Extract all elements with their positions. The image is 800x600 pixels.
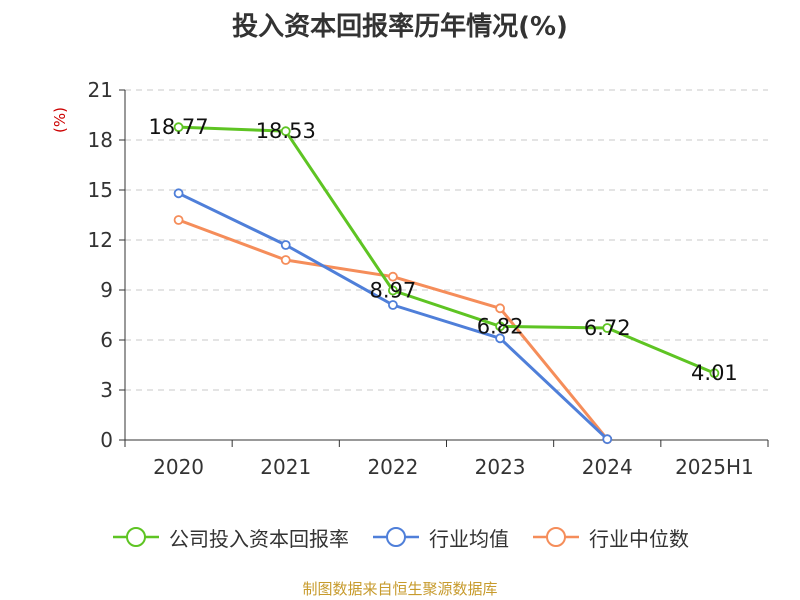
data-point <box>495 321 505 332</box>
legend-item-industry-median[interactable]: 行业中位数 <box>531 523 689 552</box>
data-point <box>280 126 291 137</box>
data-point <box>388 285 398 296</box>
legend: 公司投入资本回报率 行业均值 行业中位数 <box>0 520 800 554</box>
legend-label-industry-avg: 行业均值 <box>429 526 509 551</box>
data-label: 18.53 <box>256 119 316 143</box>
y-tick-label: 15 <box>88 178 113 202</box>
data-point <box>495 333 505 344</box>
data-point <box>280 255 291 265</box>
data-label: 6.82 <box>477 314 524 338</box>
legend-label-company: 公司投入资本回报率 <box>169 526 349 551</box>
y-tick-label: 0 <box>100 428 113 452</box>
data-point <box>495 303 505 314</box>
data-point <box>388 300 398 310</box>
data-label: 8.97 <box>370 279 417 303</box>
legend-marker-industry-median-icon <box>533 527 579 547</box>
legend-item-industry-avg[interactable]: 行业均值 <box>371 523 509 552</box>
y-tick-label: 21 <box>88 78 113 102</box>
data-point <box>602 323 613 333</box>
source-note: 制图数据来自恒生聚源数据库 <box>302 580 498 598</box>
legend-label-industry-median: 行业中位数 <box>589 526 689 551</box>
data-point <box>602 434 613 445</box>
series-line <box>177 191 609 441</box>
y-tick-label: 18 <box>88 128 113 152</box>
legend-item-company[interactable]: 公司投入资本回报率 <box>111 523 349 552</box>
legend-marker-industry-avg-icon <box>373 527 419 547</box>
data-point <box>388 271 398 282</box>
y-tick-label: 3 <box>100 378 113 402</box>
chart-title: 投入资本回报率历年情况(%) <box>232 12 568 42</box>
data-point <box>173 122 184 133</box>
x-tick-label: 2024 <box>582 455 633 479</box>
legend-marker-company-icon <box>113 527 159 547</box>
data-point <box>280 240 291 250</box>
series-line <box>178 125 715 375</box>
y-tick-label: 9 <box>100 278 113 302</box>
data-point <box>173 215 184 225</box>
x-tick-label: 2021 <box>260 455 311 479</box>
x-tick-label: 2020 <box>153 455 204 479</box>
data-point <box>709 368 720 379</box>
x-tick-label: 2023 <box>475 455 526 479</box>
data-label: 18.77 <box>149 115 209 139</box>
data-label: 4.01 <box>691 361 738 385</box>
data-point <box>173 188 184 199</box>
y-tick-label: 6 <box>100 328 113 352</box>
x-tick-label: 2022 <box>367 455 418 479</box>
series-line <box>178 218 609 441</box>
data-label: 6.72 <box>584 316 631 340</box>
y-tick-label: 12 <box>88 228 113 252</box>
x-tick-label: 2025H1 <box>675 455 754 479</box>
